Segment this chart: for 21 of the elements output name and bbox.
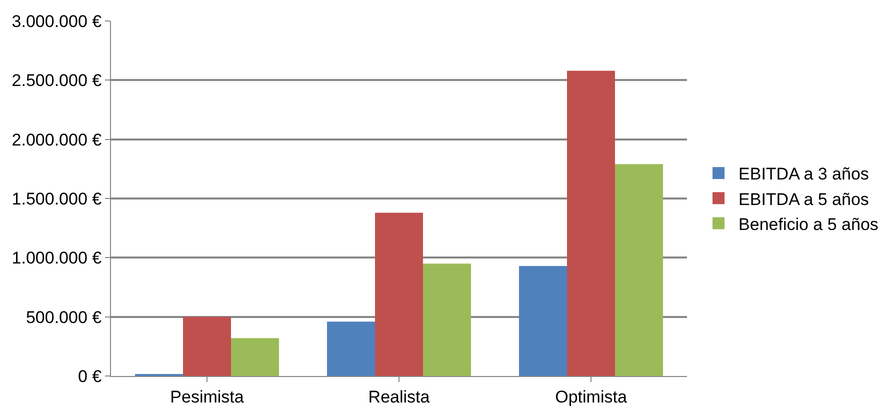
bar: [375, 212, 423, 376]
y-tick-label: 2.500.000 €: [12, 71, 102, 90]
legend-label: EBITDA a 3 años: [738, 164, 869, 184]
legend-label: Beneficio a 5 años: [738, 214, 878, 234]
x-tick-label: Optimista: [555, 387, 628, 406]
y-tick-label: 1.500.000 €: [12, 189, 102, 208]
y-tick-label: 3.000.000 €: [12, 12, 102, 31]
bar: [231, 338, 279, 376]
x-tick-label: Pesimista: [170, 387, 244, 406]
legend-label: EBITDA a 5 años: [738, 190, 869, 209]
x-tick-label: Realista: [368, 387, 430, 406]
bar: [567, 70, 615, 376]
bar: [519, 266, 567, 376]
bar: [423, 264, 471, 376]
y-tick-label: 2.000.000 €: [12, 130, 102, 150]
bar: [183, 316, 231, 376]
y-tick-label: 1.000.000 €: [12, 248, 102, 268]
bar: [615, 164, 663, 376]
y-tick-label: 500.000 €: [26, 308, 102, 327]
bar: [327, 322, 375, 376]
y-tick-label: 0 €: [78, 366, 102, 386]
